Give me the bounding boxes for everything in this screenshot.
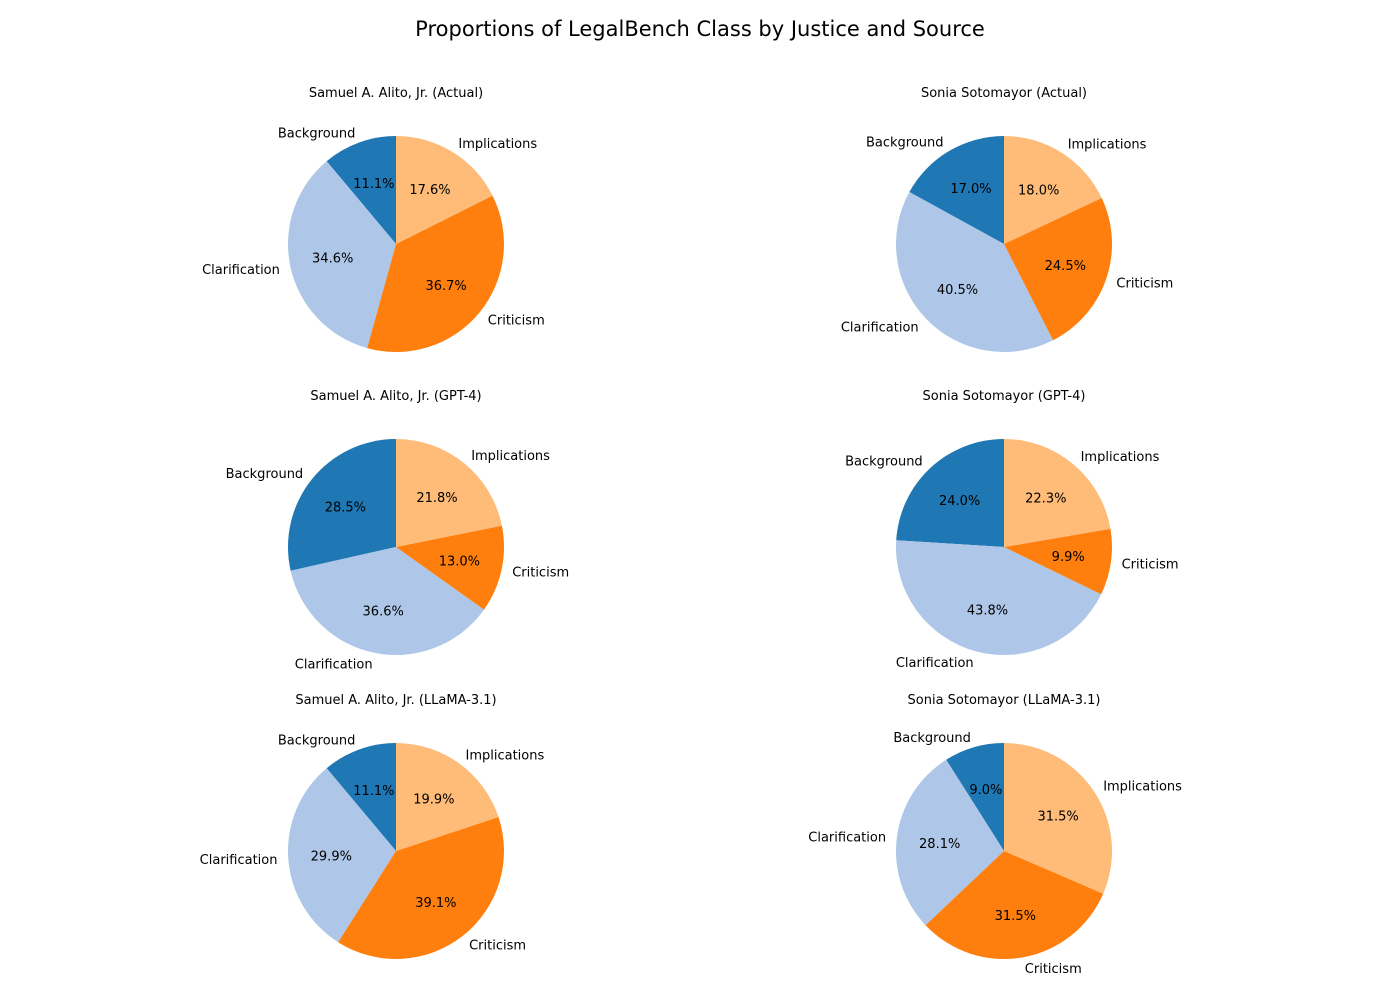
pie-title: Samuel A. Alito, Jr. (LLaMA-3.1): [295, 693, 496, 708]
pie-category-label: Criticism: [469, 939, 526, 954]
pie-slice-implications: [1004, 439, 1111, 547]
pie-slice-clarification: [288, 768, 396, 943]
pie-slice-background: [896, 439, 1004, 547]
pie-slice-implications: [396, 743, 499, 851]
pie-chart-5: Samuel A. Alito, Jr. (LLaMA-3.1) 11.1% Bac…: [200, 693, 545, 960]
pie-category-label: Background: [278, 126, 356, 141]
pie-value-label: 43.8%: [967, 604, 1008, 619]
pie-value-label: 28.1%: [919, 837, 960, 852]
pie-slice-clarification: [895, 540, 1102, 656]
pie-value-label: 19.9%: [413, 793, 454, 808]
pie-category-label: Implications: [466, 749, 545, 764]
pie-category-label: Background: [866, 136, 944, 151]
pie-slice-clarification: [290, 547, 485, 656]
pie-value-label: 34.6%: [312, 252, 353, 267]
pie-category-label: Implications: [471, 449, 550, 464]
pie-value-label: 28.5%: [325, 501, 366, 516]
pie-value-label: 40.5%: [937, 283, 978, 298]
pie-category-label: Background: [893, 731, 971, 746]
pie-value-label: 9.9%: [1052, 550, 1085, 565]
pie-value-label: 36.7%: [425, 279, 466, 294]
pie-value-label: 11.1%: [353, 784, 394, 799]
pie-category-label: Clarification: [202, 263, 280, 278]
pie-value-label: 29.9%: [311, 849, 352, 864]
pie-category-label: Clarification: [808, 830, 886, 845]
pie-value-label: 24.5%: [1045, 259, 1086, 274]
pie-title: Sonia Sotomayor (Actual): [921, 86, 1087, 101]
pie-chart-6: Sonia Sotomayor (LLaMA-3.1) 9.0% Backgroun…: [808, 693, 1182, 977]
pie-value-label: 13.0%: [439, 555, 480, 570]
pie-slice-background: [326, 743, 396, 851]
figure-title: Proportions of LegalBench Class by Justi…: [415, 17, 985, 41]
pie-slice-background: [909, 136, 1004, 244]
pie-category-label: Criticism: [512, 566, 569, 581]
pie-slice-clarification: [895, 759, 1004, 926]
pie-chart-1: Samuel A. Alito, Jr. (Actual) 11.1% Backgr…: [202, 86, 545, 352]
pie-category-label: Criticism: [1116, 277, 1173, 292]
pie-category-label: Clarification: [200, 853, 278, 868]
pie-value-label: 17.6%: [409, 183, 450, 198]
pie-slice-clarification: [288, 161, 396, 349]
pie-category-label: Background: [226, 467, 304, 482]
pie-chart-4: Sonia Sotomayor (GPT-4) 24.0% Background 43…: [845, 389, 1178, 671]
pie-slice-implications: [396, 136, 493, 244]
pie-slice-implications: [1004, 743, 1112, 894]
pie-title: Samuel A. Alito, Jr. (Actual): [309, 86, 483, 101]
pie-category-label: Background: [845, 454, 923, 469]
pie-value-label: 31.5%: [995, 909, 1036, 924]
pie-chart-3: Samuel A. Alito, Jr. (GPT-4) 28.5% Backgro…: [226, 389, 570, 673]
pie-slice-implications: [1004, 136, 1102, 244]
pie-value-label: 11.1%: [353, 177, 394, 192]
pie-value-label: 17.0%: [950, 182, 991, 197]
pie-chart-2: Sonia Sotomayor (Actual) 17.0% Background 4…: [841, 86, 1173, 353]
pie-category-label: Background: [278, 733, 356, 748]
pie-category-label: Implications: [458, 137, 537, 152]
pie-slice-background: [946, 743, 1004, 851]
pie-category-label: Implications: [1103, 780, 1182, 795]
pie-category-label: Criticism: [1122, 558, 1179, 573]
pie-slice-criticism: [396, 525, 504, 610]
pie-title: Sonia Sotomayor (LLaMA-3.1): [908, 693, 1101, 708]
pie-category-label: Criticism: [488, 313, 545, 328]
pie-slice-clarification: [896, 191, 1054, 353]
pie-category-label: Implications: [1081, 450, 1160, 465]
pie-category-label: Clarification: [896, 656, 974, 671]
pie-category-label: Clarification: [295, 658, 373, 673]
pie-value-label: 24.0%: [939, 494, 980, 509]
pie-slice-background: [287, 439, 396, 571]
pie-slice-criticism: [1004, 528, 1113, 595]
pie-category-label: Criticism: [1025, 962, 1082, 977]
pie-slice-criticism: [367, 195, 504, 352]
pie-category-label: Clarification: [841, 321, 919, 336]
pie-title: Sonia Sotomayor (GPT-4): [923, 389, 1086, 404]
pie-value-label: 21.8%: [416, 491, 457, 506]
pie-value-label: 22.3%: [1025, 492, 1066, 507]
pie-value-label: 9.0%: [969, 783, 1002, 798]
pie-slice-background: [326, 136, 396, 244]
pie-value-label: 39.1%: [415, 896, 456, 911]
pie-slice-criticism: [338, 816, 504, 960]
pie-value-label: 18.0%: [1018, 183, 1059, 198]
pie-value-label: 31.5%: [1037, 809, 1078, 824]
pie-slice-criticism: [925, 851, 1104, 960]
pie-slice-implications: [396, 439, 502, 547]
pie-value-label: 36.6%: [363, 605, 404, 620]
pie-category-label: Implications: [1068, 138, 1147, 153]
pie-title: Samuel A. Alito, Jr. (GPT-4): [310, 389, 481, 404]
pie-slice-criticism: [1004, 198, 1112, 341]
